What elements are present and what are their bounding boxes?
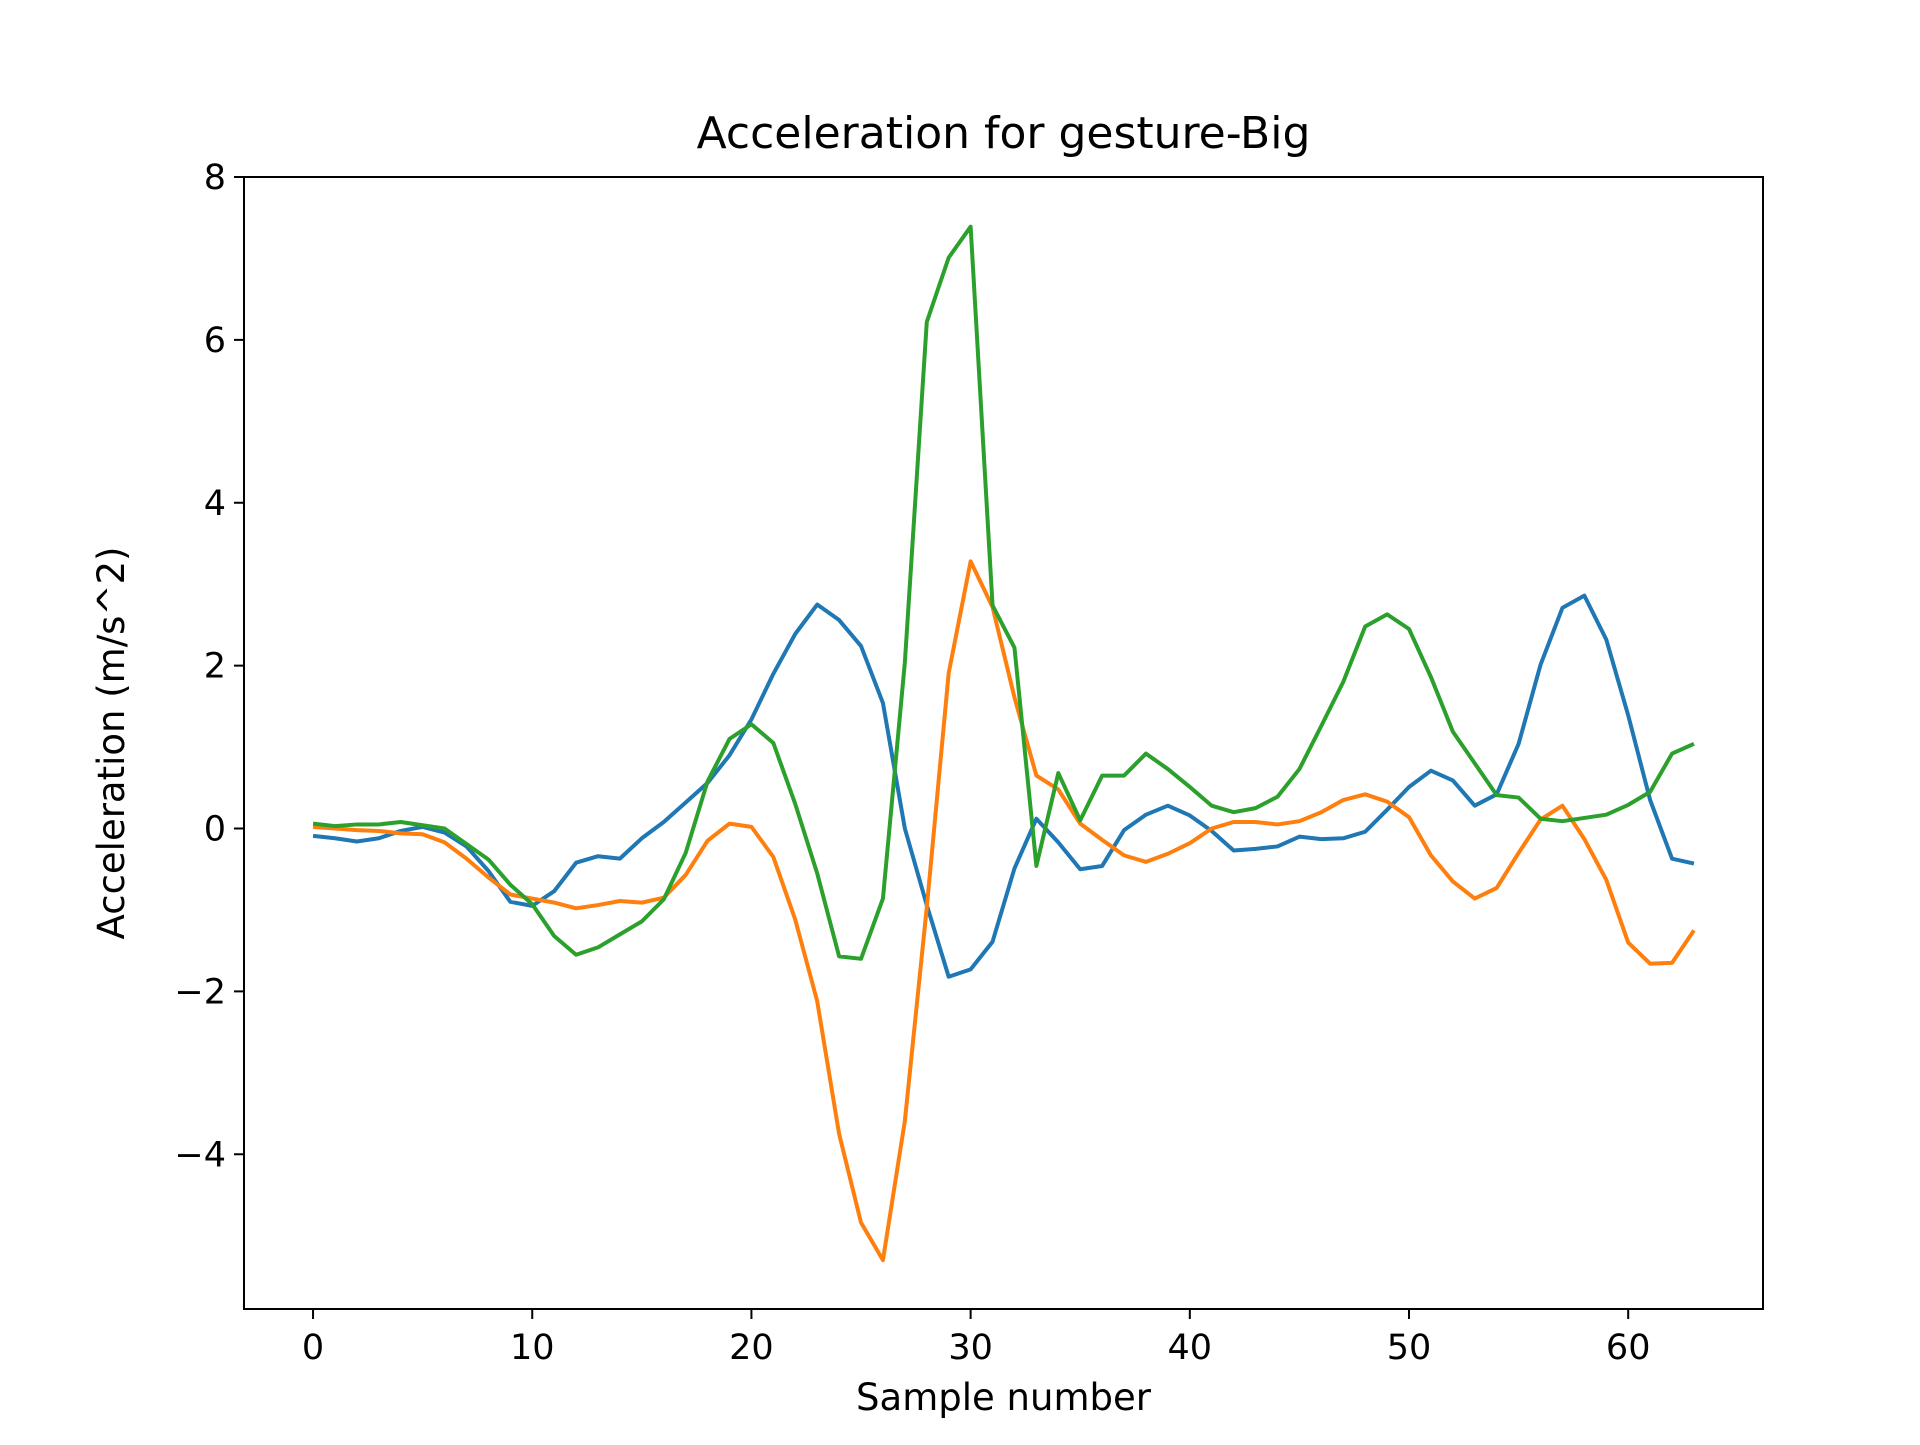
y-axis-ticks: −4 −2 0 2 4 6 8 [174,158,244,1175]
y-tick-label: 0 [204,810,226,850]
chart-title: Acceleration for gesture-Big [697,108,1311,159]
x-tick-label: 50 [1387,1328,1432,1368]
x-axis-ticks: 0 10 20 30 40 50 60 [302,1309,1651,1368]
y-tick-label: 8 [204,158,226,198]
series-line-2 [312,559,1696,1263]
x-tick-label: 20 [729,1328,774,1368]
y-tick-label: −4 [174,1135,226,1175]
x-tick-label: 0 [302,1328,324,1368]
series-line-1 [312,593,1695,979]
y-tick-label: −2 [174,972,226,1012]
y-tick-label: 6 [204,321,226,361]
y-tick-label: 4 [204,484,226,524]
x-tick-label: 10 [510,1328,555,1368]
series-layer [312,224,1696,1263]
x-tick-label: 40 [1168,1328,1213,1368]
series-line-3 [312,224,1695,961]
x-axis-label: Sample number [856,1376,1152,1419]
x-tick-label: 30 [948,1328,993,1368]
x-tick-label: 60 [1606,1328,1651,1368]
y-axis-label: Acceleration (m/s^2) [90,547,133,940]
plot-frame [243,176,1764,1310]
y-tick-label: 2 [204,647,226,687]
